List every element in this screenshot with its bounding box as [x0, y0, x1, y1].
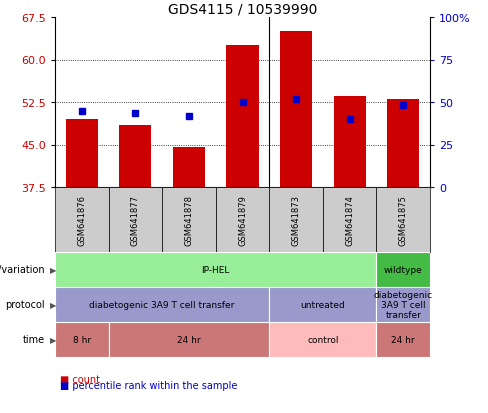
Bar — [387, 100, 419, 188]
Text: ■ count: ■ count — [60, 374, 100, 384]
Bar — [55, 322, 108, 357]
Text: GSM641876: GSM641876 — [77, 195, 86, 245]
Text: genotype/variation: genotype/variation — [0, 265, 45, 275]
Bar — [376, 188, 430, 252]
Text: ▶: ▶ — [50, 266, 57, 274]
Text: 24 hr: 24 hr — [391, 335, 415, 344]
Text: ▶: ▶ — [50, 335, 57, 344]
Bar — [269, 322, 376, 357]
Text: diabetogenic 3A9 T cell transfer: diabetogenic 3A9 T cell transfer — [89, 300, 235, 309]
Text: GSM641878: GSM641878 — [184, 195, 193, 245]
Text: time: time — [23, 335, 45, 345]
Bar — [376, 252, 430, 287]
Text: 24 hr: 24 hr — [177, 335, 201, 344]
Text: diabetogenic
3A9 T cell
transfer: diabetogenic 3A9 T cell transfer — [374, 290, 433, 320]
Bar — [55, 252, 376, 287]
Text: control: control — [307, 335, 339, 344]
Bar — [269, 188, 323, 252]
Text: IP-HEL: IP-HEL — [202, 266, 230, 274]
Bar — [66, 120, 98, 188]
Bar — [226, 46, 259, 188]
Bar — [323, 188, 376, 252]
Text: ▶: ▶ — [50, 300, 57, 309]
Text: GSM641877: GSM641877 — [131, 195, 140, 245]
Text: wildtype: wildtype — [384, 266, 423, 274]
Bar — [55, 188, 108, 252]
Bar — [280, 32, 312, 188]
Text: GSM641874: GSM641874 — [345, 195, 354, 245]
Bar — [216, 188, 269, 252]
Text: GSM641879: GSM641879 — [238, 195, 247, 245]
Text: ■ percentile rank within the sample: ■ percentile rank within the sample — [60, 380, 237, 390]
Bar — [376, 287, 430, 322]
Text: 8 hr: 8 hr — [73, 335, 91, 344]
Text: GSM641875: GSM641875 — [399, 195, 407, 245]
Bar — [269, 287, 376, 322]
Bar — [108, 322, 269, 357]
Bar — [108, 188, 162, 252]
Bar — [376, 322, 430, 357]
Bar — [162, 188, 216, 252]
Text: GSM641873: GSM641873 — [291, 195, 301, 245]
Bar — [334, 97, 366, 188]
Bar — [173, 148, 205, 188]
Text: protocol: protocol — [6, 300, 45, 310]
Bar — [55, 287, 269, 322]
Text: untreated: untreated — [301, 300, 345, 309]
Bar — [119, 126, 151, 188]
Title: GDS4115 / 10539990: GDS4115 / 10539990 — [168, 3, 317, 17]
